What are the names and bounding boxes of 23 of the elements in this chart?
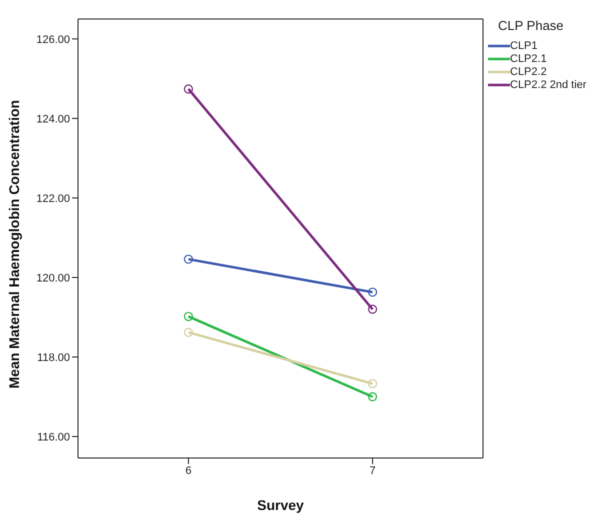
point bbox=[368, 288, 378, 297]
point bbox=[184, 328, 194, 337]
y-tick-label: 116.00 bbox=[37, 431, 70, 444]
y-axis-title: Mean Maternal Haemoglobin Concentration bbox=[6, 100, 22, 388]
legend-label: CLP2.2 bbox=[510, 66, 547, 78]
point bbox=[184, 254, 194, 264]
y-tick-label: 122.00 bbox=[36, 192, 70, 205]
x-tick-label: 6 bbox=[185, 464, 192, 477]
legend-label: CLP1 bbox=[510, 40, 538, 52]
point bbox=[368, 379, 378, 388]
point bbox=[184, 84, 194, 94]
y-tick-label: 118.00 bbox=[37, 352, 70, 364]
legend-title: CLP Phase bbox=[498, 18, 565, 33]
x-axis-title: Survey bbox=[257, 497, 304, 513]
y-tick-label: 120.00 bbox=[36, 272, 70, 284]
y-tick-label: 124.00 bbox=[36, 113, 70, 126]
point bbox=[368, 304, 378, 314]
legend-label: CLP2.1 bbox=[510, 52, 547, 64]
point bbox=[368, 392, 378, 402]
x-tick-label: 7 bbox=[369, 464, 376, 477]
point bbox=[184, 312, 194, 322]
legend-label: CLP2.2 2nd tier bbox=[510, 78, 586, 90]
y-tick-label: 126.00 bbox=[36, 34, 70, 46]
